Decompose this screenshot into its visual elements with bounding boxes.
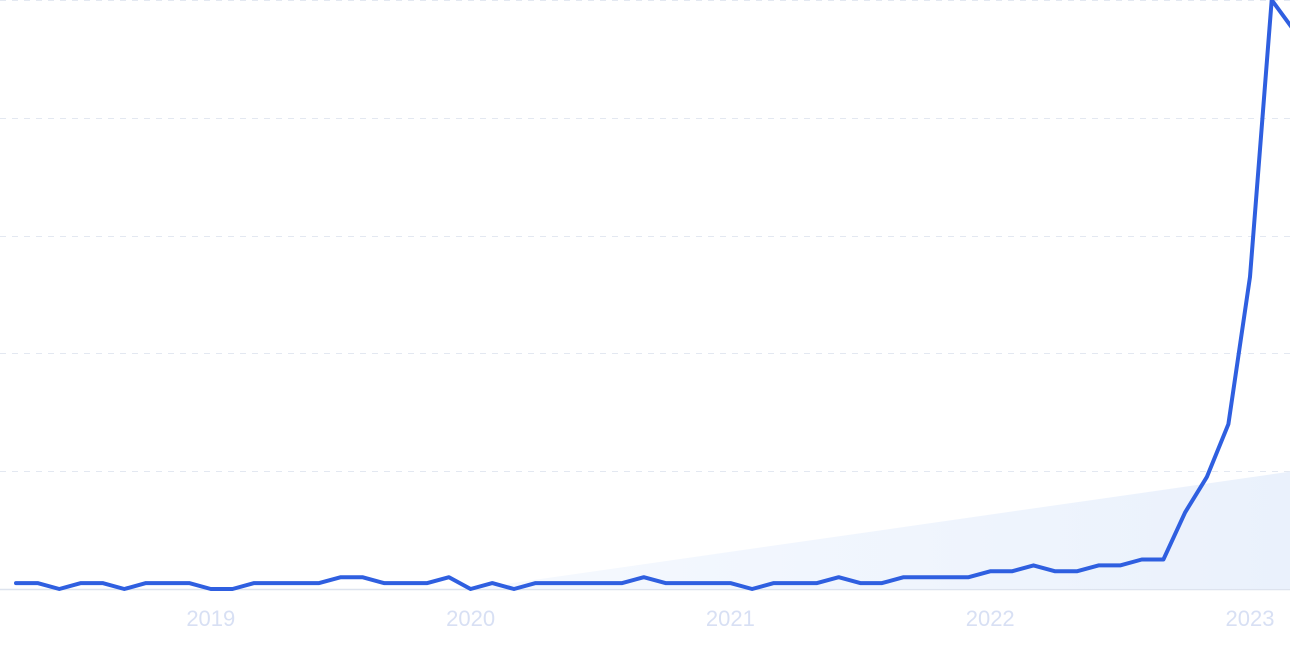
- x-tick-label-2022: 2022: [966, 606, 1015, 631]
- trend-area-shape: [470, 471, 1290, 589]
- data-point-2018-12: [187, 581, 191, 585]
- data-point-2022-07: [1118, 563, 1122, 567]
- trend-area: [470, 471, 1290, 589]
- x-tick-label-2021: 2021: [706, 606, 755, 631]
- data-point-2022-10: [1183, 510, 1187, 514]
- data-point-2020-05: [555, 581, 559, 585]
- data-point-2018-07: [79, 581, 83, 585]
- data-point-2020-11: [685, 581, 689, 585]
- data-point-2020-09: [642, 575, 646, 579]
- data-point-2018-08: [101, 581, 105, 585]
- data-point-2018-09: [122, 587, 126, 591]
- data-point-2018-05: [36, 581, 40, 585]
- data-point-2020-10: [664, 581, 668, 585]
- data-point-2018-06: [57, 587, 61, 591]
- data-point-2022-02: [1010, 569, 1014, 573]
- data-point-2021-11: [945, 575, 949, 579]
- data-point-2019-10: [404, 581, 408, 585]
- data-point-2021-10: [923, 575, 927, 579]
- data-point-2021-06: [837, 575, 841, 579]
- data-point-2022-06: [1097, 563, 1101, 567]
- data-point-2019-01: [209, 587, 213, 591]
- data-point-2021-04: [793, 581, 797, 585]
- data-point-2022-05: [1075, 569, 1079, 573]
- data-point-2019-02: [231, 587, 235, 591]
- data-point-2021-03: [772, 581, 776, 585]
- data-point-2020-04: [534, 581, 538, 585]
- data-point-2021-01: [728, 581, 732, 585]
- data-point-2020-06: [577, 581, 581, 585]
- data-point-2019-11: [425, 581, 429, 585]
- data-point-2021-05: [815, 581, 819, 585]
- data-point-2020-02: [490, 581, 494, 585]
- series-line-0: [14, 0, 1290, 591]
- data-point-2021-08: [880, 581, 884, 585]
- data-point-2018-11: [166, 581, 170, 585]
- data-point-2020-03: [512, 587, 516, 591]
- data-point-2022-01: [988, 569, 992, 573]
- data-point-2019-05: [295, 581, 299, 585]
- x-tick-label-2023: 2023: [1226, 606, 1275, 631]
- series-layer: [14, 0, 1290, 591]
- x-tick-label-2019: 2019: [186, 606, 235, 631]
- data-point-2021-12: [967, 575, 971, 579]
- x-tick-label-2020: 2020: [446, 606, 495, 631]
- data-point-2020-07: [599, 581, 603, 585]
- data-point-2021-07: [858, 581, 862, 585]
- x-axis: 2019 2020 2021 2022 2023: [186, 606, 1274, 631]
- data-point-2022-09: [1161, 558, 1165, 562]
- data-point-2022-11: [1205, 475, 1209, 479]
- data-point-2021-09: [902, 575, 906, 579]
- data-point-2023-01: [1248, 275, 1252, 279]
- data-point-2022-08: [1140, 558, 1144, 562]
- data-point-2018-04: [14, 581, 18, 585]
- data-point-2022-04: [1053, 569, 1057, 573]
- data-point-2019-12: [447, 575, 451, 579]
- data-point-2019-04: [274, 581, 278, 585]
- data-point-2020-01: [469, 587, 473, 591]
- data-point-2019-07: [339, 575, 343, 579]
- data-point-2022-12: [1226, 422, 1230, 426]
- data-point-2020-12: [707, 581, 711, 585]
- data-point-2019-08: [360, 575, 364, 579]
- data-point-2019-09: [382, 581, 386, 585]
- data-point-2021-02: [750, 587, 754, 591]
- data-point-2022-03: [1032, 563, 1036, 567]
- data-point-2020-08: [620, 581, 624, 585]
- data-point-2019-06: [317, 581, 321, 585]
- data-point-2018-10: [144, 581, 148, 585]
- data-point-2019-03: [252, 581, 256, 585]
